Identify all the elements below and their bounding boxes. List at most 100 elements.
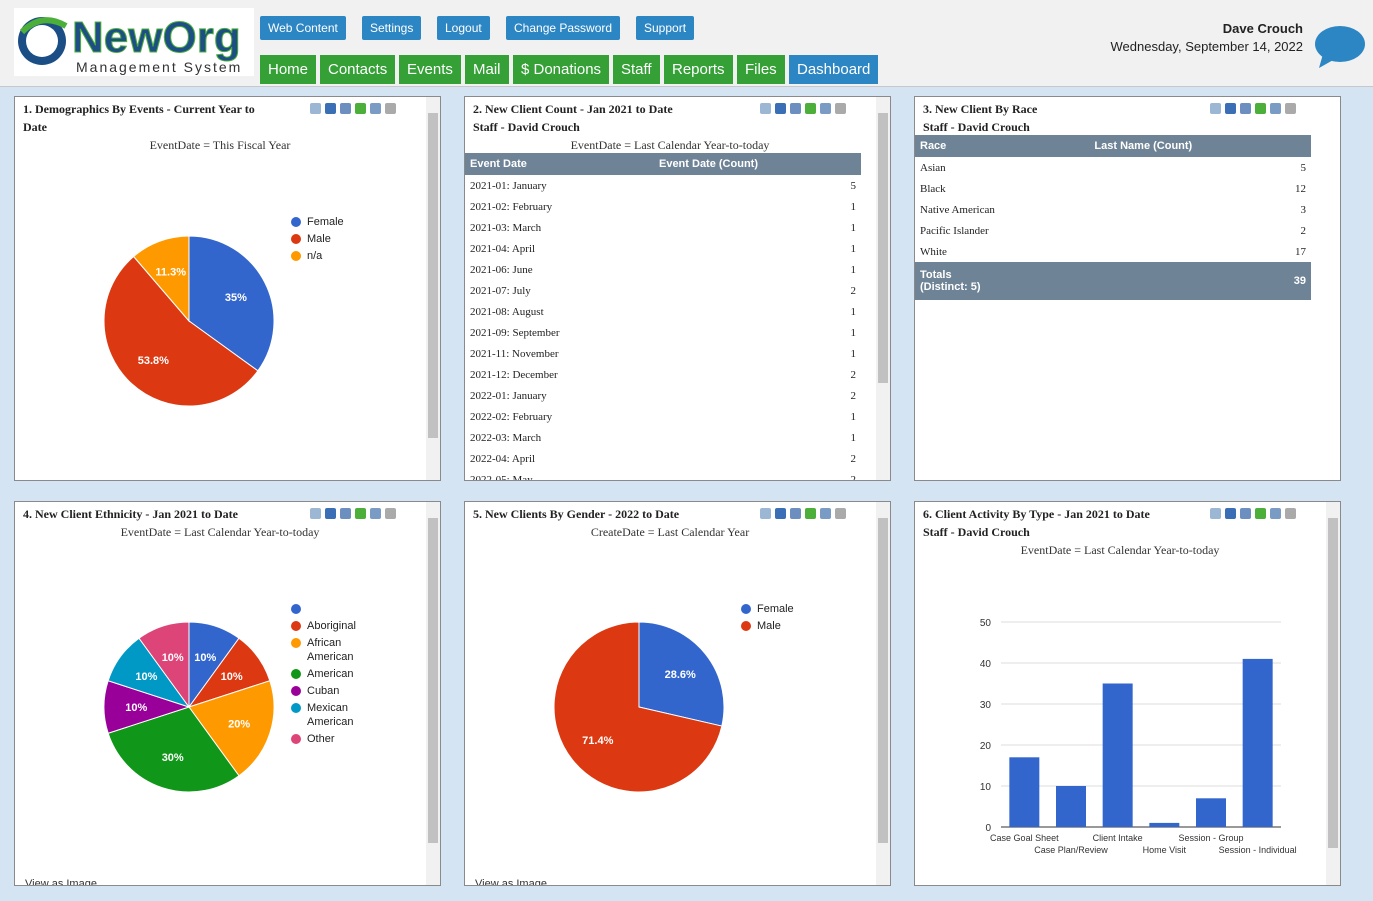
legend-item[interactable]: Aboriginal [291, 619, 371, 633]
scroll-thumb[interactable] [878, 518, 888, 843]
table-cell: 2022-05: May [470, 473, 533, 481]
scrollbar[interactable] [1326, 502, 1340, 885]
legend-item[interactable]: African American [291, 636, 371, 664]
top-button[interactable]: Logout [437, 16, 490, 40]
table-cell: 17 [1295, 245, 1306, 258]
icon-button[interactable] [325, 508, 336, 519]
bar [1242, 658, 1273, 827]
table-cell: 2021-12: December [470, 368, 558, 381]
icon-button[interactable] [310, 103, 321, 114]
legend-item[interactable]: n/a [291, 249, 371, 263]
icon-button[interactable] [835, 103, 846, 114]
icon-button[interactable] [325, 103, 336, 114]
icon-button[interactable] [820, 103, 831, 114]
scrollbar[interactable] [426, 97, 440, 480]
bar [1149, 822, 1180, 827]
table-cell: 2 [850, 368, 857, 381]
table-cell: 2022-01: January [470, 389, 547, 402]
icon-button[interactable] [790, 508, 801, 519]
table-cell: White [920, 245, 947, 258]
icon-button[interactable] [1240, 508, 1251, 519]
icon-button[interactable] [310, 508, 321, 519]
nav-button[interactable]: Dashboard [789, 55, 879, 84]
icon-button[interactable] [370, 508, 381, 519]
nav-button[interactable]: Reports [664, 55, 733, 84]
legend-item[interactable]: Female [291, 215, 371, 229]
icon-button[interactable] [1240, 103, 1251, 114]
icon-button[interactable] [1270, 508, 1281, 519]
legend-item[interactable]: Mexican American [291, 701, 371, 729]
icon-button[interactable] [340, 508, 351, 519]
scroll-thumb[interactable] [428, 518, 438, 843]
data-table: Event Date Event Date (Count) 2021-01: Jan… [465, 153, 861, 481]
icon-button[interactable] [805, 508, 816, 519]
panel-icons [760, 101, 870, 115]
icon-button[interactable] [1255, 508, 1266, 519]
slice-label: 10% [221, 671, 243, 683]
bar [1009, 757, 1040, 827]
scrollbar[interactable] [876, 97, 890, 480]
icon-button[interactable] [790, 103, 801, 114]
nav-button[interactable]: Contacts [320, 55, 396, 84]
top-button[interactable]: Settings [362, 16, 422, 40]
legend-label: Aboriginal [307, 620, 356, 632]
icon-button[interactable] [775, 103, 786, 114]
nav-button[interactable]: Events [399, 55, 461, 84]
nav-button[interactable]: $ Donations [513, 55, 610, 84]
legend-item[interactable]: Other [291, 732, 371, 746]
icon-button[interactable] [1285, 103, 1296, 114]
legend-item[interactable]: American [291, 667, 371, 681]
chat-icon[interactable] [1313, 24, 1367, 70]
top-button[interactable]: Web Content [260, 16, 346, 40]
nav-button[interactable]: Mail [465, 55, 509, 84]
icon-button[interactable] [775, 508, 786, 519]
slice-label: 10% [135, 671, 157, 683]
nav-button[interactable]: Staff [613, 55, 660, 84]
view-as-image[interactable]: View as Image [475, 878, 547, 886]
icon-button[interactable] [835, 508, 846, 519]
icon-button[interactable] [760, 103, 771, 114]
legend-item[interactable]: Cuban [291, 684, 371, 698]
legend-item[interactable]: Female [741, 602, 821, 616]
slice-label: 11.3% [155, 267, 186, 279]
legend-item[interactable]: Male [291, 232, 371, 246]
nav-button[interactable]: Home [260, 55, 317, 84]
icon-button[interactable] [355, 508, 366, 519]
icon-button[interactable] [340, 103, 351, 114]
icon-button[interactable] [370, 103, 381, 114]
bar [1102, 683, 1133, 827]
table-cell: 1 [850, 326, 857, 339]
icon-button[interactable] [1255, 103, 1266, 114]
top-button[interactable]: Support [636, 16, 695, 40]
icon-button[interactable] [355, 103, 366, 114]
x-tick-label: Session - Group [1178, 833, 1243, 843]
scroll-thumb[interactable] [428, 113, 438, 438]
icon-button[interactable] [1285, 508, 1296, 519]
icon-button[interactable] [1210, 508, 1221, 519]
panel: 6. Client Activity By Type - Jan 2021 to… [914, 501, 1341, 886]
scrollbar[interactable] [876, 502, 890, 885]
scroll-thumb[interactable] [1328, 518, 1338, 848]
legend-item[interactable] [291, 602, 371, 616]
icon-button[interactable] [385, 508, 396, 519]
scrollbar[interactable] [426, 502, 440, 885]
scroll-thumb[interactable] [878, 113, 888, 383]
table-cell: 1 [850, 410, 857, 423]
icon-button[interactable] [1225, 508, 1236, 519]
icon-button[interactable] [385, 103, 396, 114]
nav-button[interactable]: Files [737, 55, 785, 84]
data-table: Race Last Name (Count) Asian 5 Black 12 Native… [915, 135, 1311, 300]
icon-button[interactable] [820, 508, 831, 519]
icon-button[interactable] [1270, 103, 1281, 114]
icon-button[interactable] [1210, 103, 1221, 114]
legend-item[interactable]: Male [741, 619, 821, 633]
top-button[interactable]: Change Password [506, 16, 621, 40]
table-cell: 1 [850, 200, 857, 213]
icon-button[interactable] [805, 103, 816, 114]
icon-button[interactable] [1225, 103, 1236, 114]
legend-label: Other [307, 733, 335, 745]
icon-button[interactable] [760, 508, 771, 519]
header-row: Event Date Event Date (Count) [465, 153, 861, 175]
view-as-image[interactable]: View as Image [25, 878, 97, 886]
